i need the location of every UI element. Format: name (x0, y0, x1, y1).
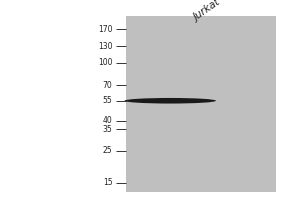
Bar (126, 16, 276, 192)
Text: Jurkat: Jurkat (192, 0, 222, 23)
Text: 25: 25 (103, 146, 112, 155)
Ellipse shape (124, 98, 216, 104)
Text: 55: 55 (103, 96, 112, 105)
Text: 35: 35 (103, 125, 112, 134)
Text: 70: 70 (103, 81, 112, 90)
Text: 130: 130 (98, 42, 112, 51)
Text: 170: 170 (98, 25, 112, 34)
Text: 15: 15 (103, 178, 112, 187)
Text: 40: 40 (103, 116, 112, 125)
Text: 100: 100 (98, 58, 112, 67)
